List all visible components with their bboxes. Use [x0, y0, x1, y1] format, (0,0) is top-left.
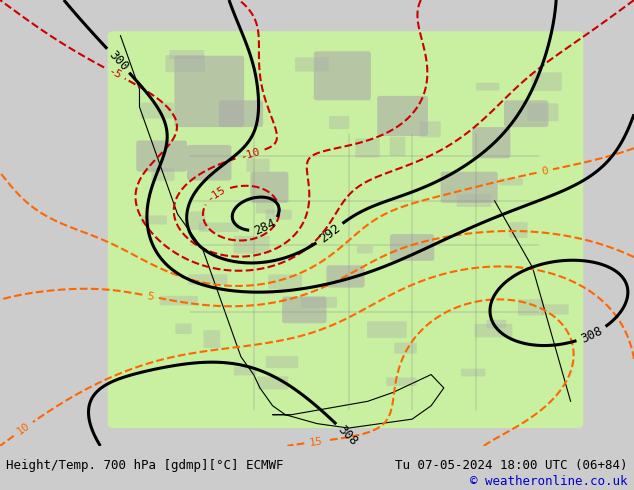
FancyBboxPatch shape — [234, 367, 257, 375]
Text: 308: 308 — [335, 423, 360, 448]
FancyBboxPatch shape — [266, 210, 292, 220]
FancyBboxPatch shape — [531, 73, 562, 91]
FancyBboxPatch shape — [518, 299, 543, 316]
FancyBboxPatch shape — [256, 196, 275, 214]
FancyBboxPatch shape — [190, 212, 205, 230]
FancyBboxPatch shape — [500, 178, 523, 185]
FancyBboxPatch shape — [456, 194, 491, 207]
FancyBboxPatch shape — [476, 83, 500, 91]
FancyBboxPatch shape — [295, 57, 328, 72]
FancyBboxPatch shape — [420, 122, 441, 137]
FancyBboxPatch shape — [160, 296, 198, 305]
FancyBboxPatch shape — [367, 321, 407, 338]
FancyBboxPatch shape — [527, 103, 559, 121]
FancyBboxPatch shape — [472, 127, 510, 158]
FancyBboxPatch shape — [301, 297, 337, 308]
Text: Tu 07-05-2024 18:00 UTC (06+84): Tu 07-05-2024 18:00 UTC (06+84) — [395, 459, 628, 472]
Text: 5: 5 — [146, 291, 155, 302]
FancyBboxPatch shape — [394, 343, 417, 354]
FancyBboxPatch shape — [175, 323, 191, 334]
Text: 300: 300 — [106, 48, 131, 74]
FancyBboxPatch shape — [541, 304, 569, 315]
Text: 284: 284 — [252, 217, 278, 238]
FancyBboxPatch shape — [169, 50, 204, 59]
FancyBboxPatch shape — [282, 296, 327, 323]
FancyBboxPatch shape — [390, 234, 434, 261]
FancyBboxPatch shape — [268, 274, 302, 289]
FancyBboxPatch shape — [329, 116, 349, 129]
FancyBboxPatch shape — [204, 330, 220, 348]
Text: -5: -5 — [106, 66, 123, 81]
Text: 292: 292 — [316, 221, 342, 245]
FancyBboxPatch shape — [510, 222, 527, 238]
FancyBboxPatch shape — [187, 145, 231, 181]
FancyBboxPatch shape — [141, 102, 174, 119]
FancyBboxPatch shape — [199, 222, 239, 232]
FancyBboxPatch shape — [357, 246, 373, 253]
FancyBboxPatch shape — [250, 172, 288, 203]
FancyBboxPatch shape — [257, 376, 288, 390]
FancyBboxPatch shape — [266, 356, 298, 368]
FancyBboxPatch shape — [474, 324, 512, 337]
Text: 10: 10 — [15, 421, 32, 437]
FancyBboxPatch shape — [377, 96, 428, 136]
FancyBboxPatch shape — [441, 172, 498, 203]
FancyBboxPatch shape — [219, 100, 263, 127]
Text: 15: 15 — [309, 436, 323, 447]
FancyBboxPatch shape — [504, 100, 548, 127]
FancyBboxPatch shape — [108, 31, 583, 428]
FancyBboxPatch shape — [314, 51, 371, 100]
FancyBboxPatch shape — [486, 319, 507, 328]
Text: -10: -10 — [239, 147, 261, 162]
FancyBboxPatch shape — [174, 56, 244, 127]
FancyBboxPatch shape — [390, 137, 406, 156]
FancyBboxPatch shape — [188, 274, 228, 285]
FancyBboxPatch shape — [152, 168, 174, 181]
FancyBboxPatch shape — [386, 377, 417, 386]
Text: © weatheronline.co.uk: © weatheronline.co.uk — [470, 475, 628, 488]
Text: 0: 0 — [540, 166, 549, 176]
Text: Height/Temp. 700 hPa [gdmp][°C] ECMWF: Height/Temp. 700 hPa [gdmp][°C] ECMWF — [6, 459, 284, 472]
FancyBboxPatch shape — [355, 139, 380, 158]
FancyBboxPatch shape — [247, 159, 269, 172]
FancyBboxPatch shape — [141, 215, 167, 224]
FancyBboxPatch shape — [327, 265, 365, 288]
FancyBboxPatch shape — [461, 368, 485, 376]
Text: 308: 308 — [579, 324, 605, 345]
Text: -15: -15 — [205, 184, 228, 204]
FancyBboxPatch shape — [165, 55, 205, 72]
FancyBboxPatch shape — [233, 236, 269, 254]
FancyBboxPatch shape — [136, 141, 187, 172]
